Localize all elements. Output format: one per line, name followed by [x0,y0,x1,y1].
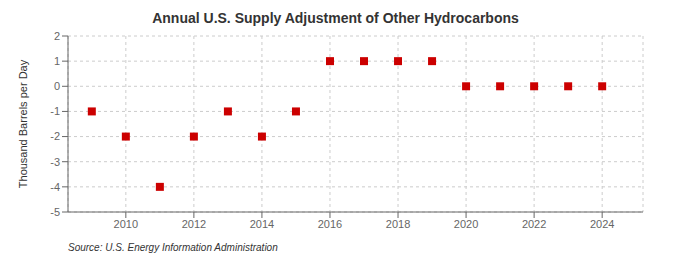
svg-text:2014: 2014 [250,218,274,230]
svg-text:-3: -3 [50,156,60,168]
html-text:Source: U.S. Energy Informatio: Source: U.S. Energy Information Administ… [68,242,278,253]
svg-text:2: 2 [54,30,60,42]
svg-text:-4: -4 [50,181,60,193]
svg-text:2024: 2024 [590,218,614,230]
svg-text:2022: 2022 [522,218,546,230]
svg-text:2010: 2010 [114,218,138,230]
html-text:Annual U.S. Supply Adjustment: Annual U.S. Supply Adjustment of Other H… [152,10,519,26]
svg-text:0: 0 [54,80,60,92]
svg-text:Thousand Barrels per Day: Thousand Barrels per Day [17,59,29,188]
svg-text:-1: -1 [50,105,60,117]
svg-text:2016: 2016 [318,218,342,230]
svg-text:1: 1 [54,55,60,67]
svg-text:2020: 2020 [454,218,478,230]
svg-text:-2: -2 [50,130,60,142]
svg-text:2018: 2018 [386,218,410,230]
svg-text:-5: -5 [50,206,60,218]
svg-text:2012: 2012 [182,218,206,230]
